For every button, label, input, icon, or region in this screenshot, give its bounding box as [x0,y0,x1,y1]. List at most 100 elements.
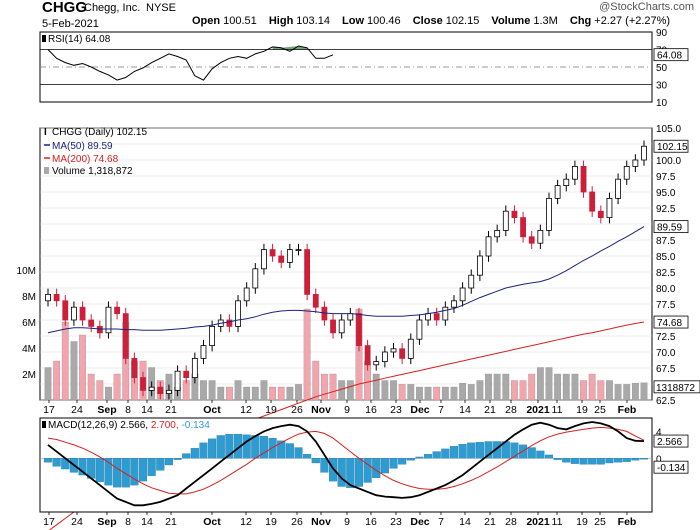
candle-body [442,306,449,321]
volume-bar [105,386,112,401]
date-label: 21 [484,404,496,416]
date-label: 16 [365,516,377,528]
candle-body [209,325,216,346]
candle-body [71,306,77,321]
macd-histogram-bar [475,442,484,459]
volume-bar [562,373,570,401]
macd-histogram-bar [605,458,614,464]
volume-bar [182,380,190,401]
date-label: 11 [552,404,563,416]
candle-body [502,210,509,231]
ma50-last-value-box [653,220,689,234]
volume-bar [614,384,622,401]
price-tick-label-70.0: 70.0 [656,348,676,359]
macd-histogram-bar [363,458,372,483]
macd-histogram-bar [121,458,130,488]
macd-signal-line [47,426,645,495]
candle-body [278,255,285,263]
macd-histogram-bar [449,446,459,459]
macd-histogram-bar [570,458,579,464]
low-label: Low [342,15,365,27]
macd-histogram-bar [173,458,182,460]
date-label: 8 [125,516,131,528]
date-label: Dec [410,404,429,416]
price-tick-label-80.0: 80.0 [656,284,676,295]
volume-bar [467,384,475,401]
volume-bar [286,386,294,401]
volume-tick-label: 8M [22,292,36,303]
candle-body [140,377,146,391]
ma200-legend: MA(200) 74.68 [52,154,119,165]
candle-body [114,306,121,315]
price-last-value-box [653,139,689,153]
price-tick-label-92.5: 92.5 [656,204,676,215]
macd-histogram-bar [43,458,53,463]
macd-histogram-bar [415,456,424,459]
candle-body [381,351,388,363]
volume-bar [459,382,466,401]
volume-bar [554,373,562,401]
macd-histogram-bar [208,438,217,459]
date-label: Nov [311,516,331,528]
macd-histogram-bar [285,443,294,459]
change-value: +2.27 (+2.27%) [594,15,671,27]
macd-legend-macd: MACD(12,26,9) 2.566, [48,420,151,431]
date-label: 23 [390,404,402,416]
candle-body [399,348,406,359]
volume-bar [536,367,544,401]
rsi-legend-icon [42,35,46,42]
date-label: Dec [410,516,429,528]
macd-histogram-bar [588,458,597,465]
candle-body [528,236,535,244]
macd-histogram-bar [113,458,122,488]
volume-bar [260,380,268,401]
volume-bar [208,380,216,401]
date-label: 24 [71,516,83,528]
macd-histogram-bar [346,458,355,488]
macd-legend-signal: 2.700, [151,420,182,431]
rsi-overbought-fill [272,46,308,50]
volume-bar [269,386,276,401]
price-tick-label-82.5: 82.5 [656,268,676,279]
date-label: 2021 [526,404,550,416]
candle-body [105,306,112,334]
candle-body [183,370,190,379]
candle-body [356,313,362,347]
date-label: Nov [311,404,331,416]
price-tick-label-85.0: 85.0 [656,252,676,263]
price-tick-label-97.5: 97.5 [656,172,676,183]
date-label: Sep [97,404,116,416]
volume-bar [597,380,605,401]
macd-histogram-bar [519,444,528,459]
macd-hist-value-box [653,460,689,474]
macd-histogram-bar [527,447,536,459]
candle-body [537,229,544,244]
macd-histogram-bar [104,458,113,486]
price-tick-label-105.0: 105.0 [656,124,681,135]
macd-histogram-bar [639,458,649,460]
macd-histogram-bar [78,458,87,476]
price-panel: 10M 8M 6M 4M 2M 105.0 100.0 97.5 95.0 92.5 87.5 85.… [17,124,700,530]
volume-bar [588,373,596,401]
volume-bar [407,384,415,401]
macd-tick-label-4: 4 [656,427,662,438]
date-label: 25 [594,516,606,528]
volume-bar [61,321,69,401]
date-label: 14 [459,516,471,528]
candle-body [606,197,613,218]
macd-histogram-bar [190,448,199,459]
volume-bar [243,386,251,401]
watermark: @StockCharts.com [599,1,694,13]
date-label: Oct [203,516,221,528]
volume-label: Volume [491,15,531,27]
macd-histogram-bar [622,458,631,462]
candle-body [641,145,647,161]
volume-bar [519,380,527,401]
volume-last-value: 1318872 [656,383,695,394]
macd-histogram-bar [182,453,191,459]
macd-histogram-bar [138,458,148,482]
quote-summary: Open 100.51 High 103.14 Low 100.46 Close 102… [192,15,679,27]
candle-body [589,191,596,212]
